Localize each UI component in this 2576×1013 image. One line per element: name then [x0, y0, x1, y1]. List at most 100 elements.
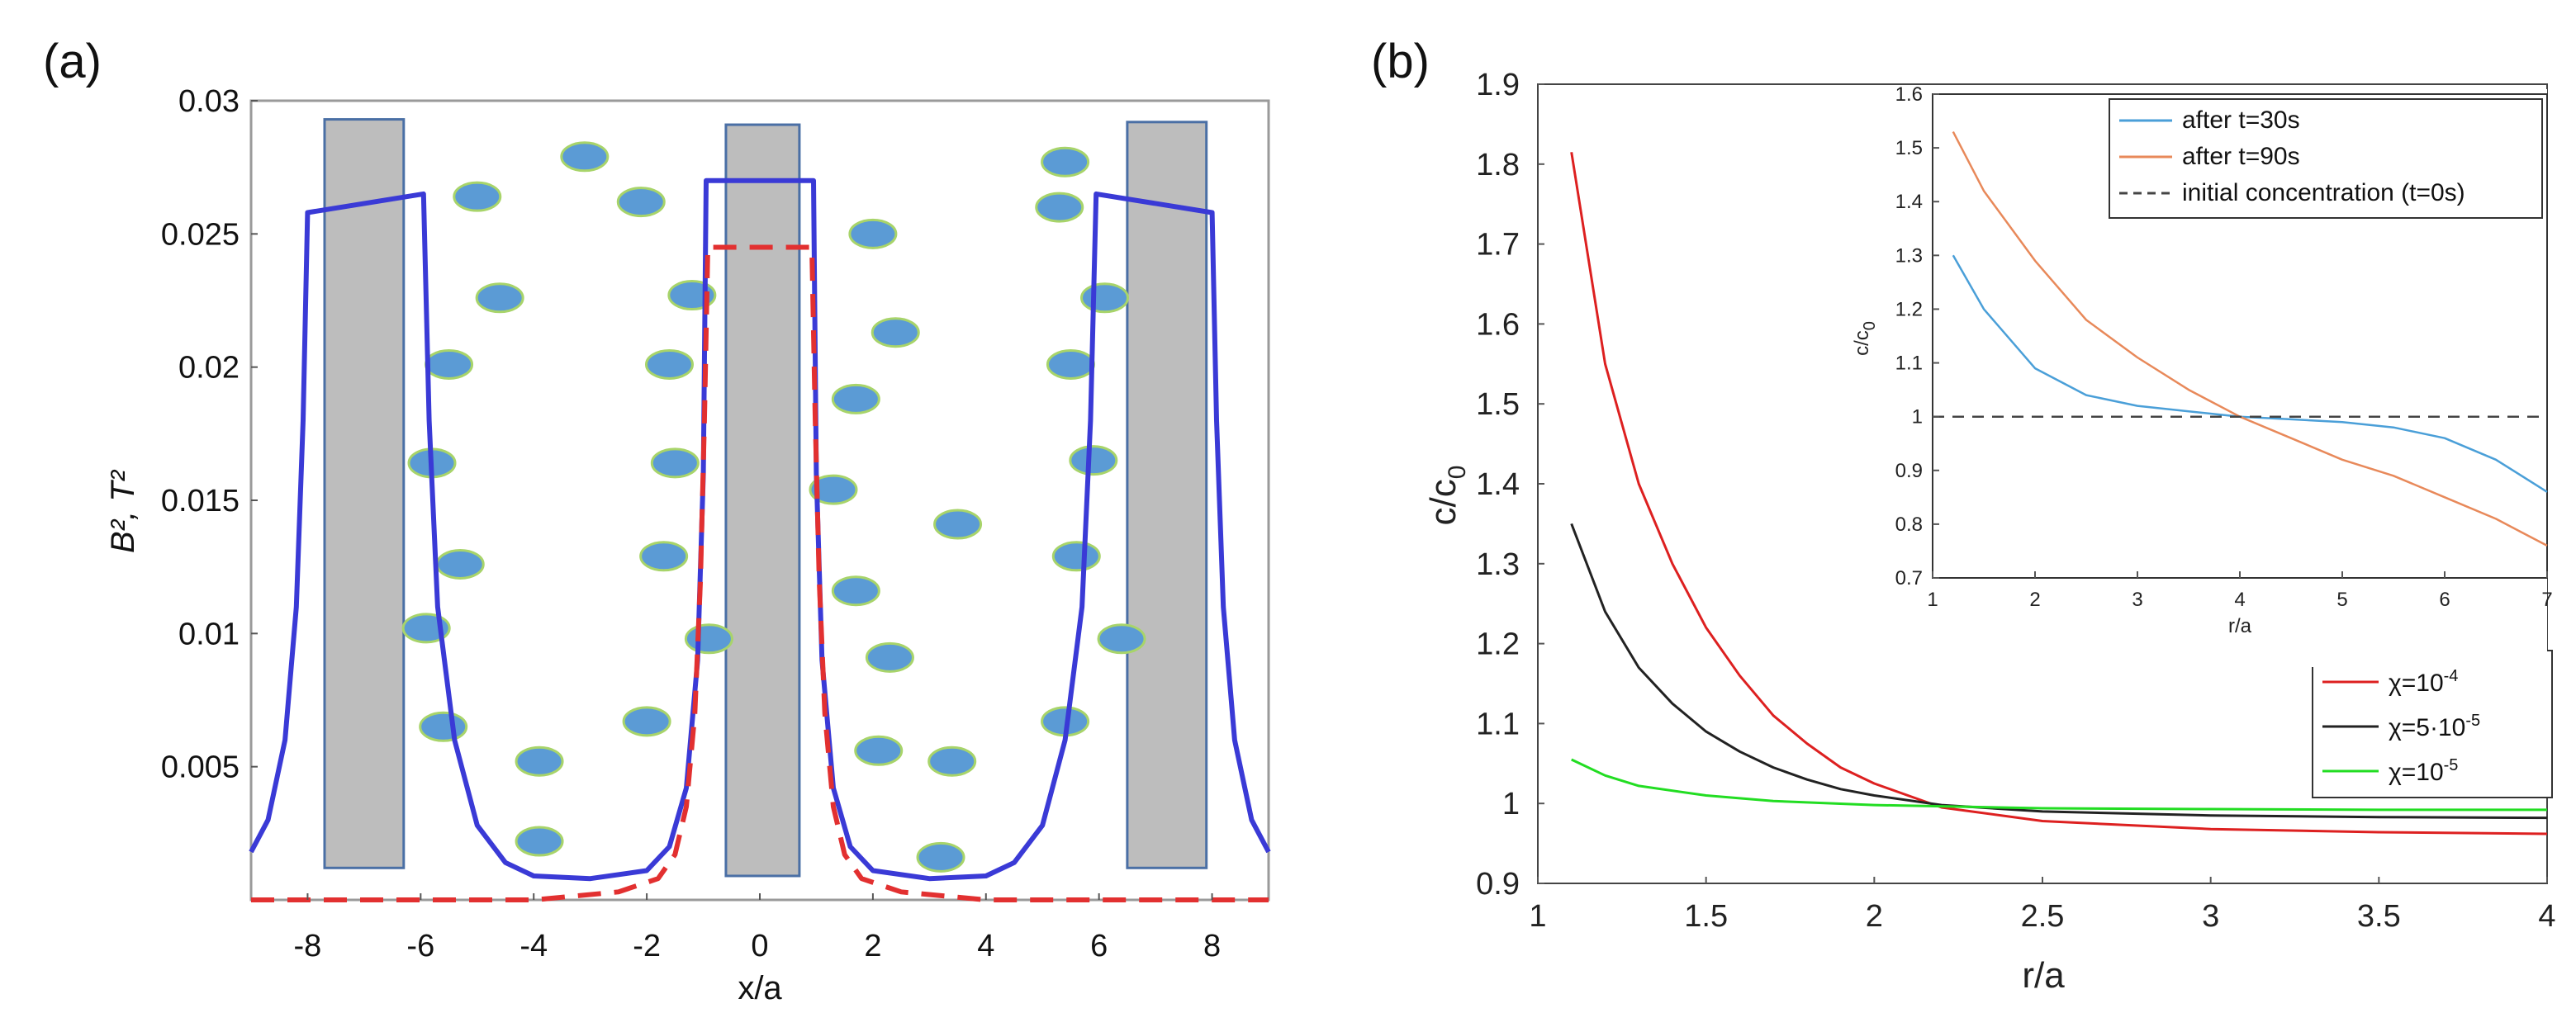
- chart-b-legend-label: χ=5·10-5: [2389, 712, 2480, 741]
- chart-a-xtick-label: 2: [864, 929, 881, 963]
- inset-ytick-label: 0.7: [1895, 567, 1923, 589]
- chart-a-particle: [639, 541, 689, 572]
- inset-ytick-label: 1.2: [1895, 298, 1923, 320]
- chart-a-xtick-label: -6: [406, 929, 434, 963]
- chart-b-ytick-label: 1.5: [1476, 387, 1520, 422]
- chart-b-ytick-label: 1.9: [1476, 68, 1520, 102]
- chart-a-xtick-label: -2: [633, 929, 661, 963]
- chart-a-particle: [419, 711, 468, 742]
- inset-xtick-label: 7: [2541, 589, 2552, 611]
- chart-b-xtick-label: 1.5: [1684, 899, 1728, 934]
- inset-xtick-label: 5: [2336, 589, 2347, 611]
- chart-a-particle: [475, 282, 524, 314]
- chart-b-legend-label: χ=10-5: [2389, 756, 2458, 786]
- chart-a-xlabel: x/a: [738, 970, 782, 1006]
- chart-a-xtick-label: 8: [1203, 929, 1221, 963]
- chart-a-particle: [453, 181, 502, 212]
- chart-b-xlabel: r/a: [2022, 955, 2065, 996]
- chart-a-particle: [916, 841, 965, 873]
- chart-b-ytick-label: 1.3: [1476, 547, 1520, 582]
- chart-a-particle: [1046, 348, 1095, 380]
- chart-b-legend-box: [2312, 650, 2553, 798]
- chart-a-particle: [831, 575, 880, 607]
- inset-ytick-label: 1.6: [1895, 83, 1923, 106]
- chart-a: -8 -6 -4 -2 0 2 4 6 8 0.005 0.01 0.015 0.02 0.025 0.0…: [105, 84, 1271, 1006]
- chart-b-ytick-label: 0.9: [1476, 867, 1520, 902]
- chart-a-particle: [871, 317, 920, 348]
- inset-xtick-label: 6: [2439, 589, 2450, 611]
- chart-b-ytick-label: 1.1: [1476, 707, 1520, 741]
- inset-ytick-label: 0.9: [1895, 460, 1923, 482]
- panel-label-a: (a): [43, 35, 102, 88]
- chart-a-ytick-label: 0.03: [178, 84, 240, 119]
- chart-a-xtick-label: 6: [1090, 929, 1108, 963]
- chart-a-xtick-label: -8: [294, 929, 322, 963]
- inset-legend: after t=30s after t=90s initial concentrat…: [2109, 98, 2543, 219]
- chart-a-particle: [622, 706, 671, 737]
- inset-legend-label: after t=30s: [2182, 107, 2300, 134]
- chart-a-particle: [1069, 445, 1118, 476]
- inset-xtick-label: 3: [2132, 589, 2142, 611]
- chart-a-particle: [831, 383, 880, 414]
- chart-a-particle: [1080, 282, 1130, 314]
- chart-b-xtick-label: 1: [1529, 899, 1546, 934]
- chart-b-ytick-label: 1.7: [1476, 228, 1520, 263]
- chart-a-particle: [515, 746, 564, 777]
- chart-b-ytick-label: 1.4: [1476, 467, 1520, 502]
- chart-a-ytick-label: 0.025: [161, 217, 240, 252]
- inset-ytick-label: 1.1: [1895, 353, 1923, 375]
- chart-a-particle: [927, 746, 977, 777]
- inset-ytick-label: 1: [1912, 406, 1923, 428]
- chart-a-particle: [650, 447, 700, 479]
- chart-a-particle: [854, 735, 904, 766]
- chart-b-legend-label: χ=10-4: [2389, 667, 2458, 697]
- inset-ytick-label: 1.4: [1895, 191, 1923, 213]
- chart-b-xtick-label: 2.5: [2021, 899, 2065, 934]
- chart-a-particle: [1041, 146, 1090, 178]
- chart-a-xtick-label: 0: [751, 929, 768, 963]
- inset-xtick-label: 4: [2234, 589, 2245, 611]
- chart-a-xtick-label: -4: [519, 929, 548, 963]
- chart-b-legend: χ=10-4 χ=5·10-5 χ=10-5: [2312, 650, 2553, 798]
- chart-b-xtick-label: 3: [2202, 899, 2219, 934]
- chart-a-ytick-label: 0.01: [178, 617, 240, 651]
- inset-xlabel: r/a: [2228, 615, 2252, 637]
- inset-ylabel: c/c0: [1851, 321, 1879, 356]
- chart-a-particle: [560, 141, 610, 173]
- chart-b-ylabel: c/c0: [1423, 466, 1471, 526]
- chart-b-ytick-label: 1: [1502, 787, 1520, 821]
- inset-legend-label: initial concentration (t=0s): [2182, 179, 2465, 206]
- inset-ytick-label: 1.5: [1895, 137, 1923, 159]
- chart-a-particle: [684, 623, 733, 655]
- chart-b-ytick-label: 1.6: [1476, 307, 1520, 342]
- chart-a-particle: [425, 348, 474, 380]
- chart-a-particle: [515, 826, 564, 857]
- chart-a-series-1: [251, 244, 1269, 902]
- chart-a-particle: [644, 348, 694, 380]
- chart-a-particle: [848, 218, 898, 249]
- chart-a-particle: [435, 548, 485, 580]
- chart-a-series-0: [249, 178, 1271, 882]
- chart-a-ytick-label: 0.005: [161, 750, 240, 785]
- chart-a-rectangle: [323, 118, 406, 869]
- inset-ytick-label: 0.8: [1895, 514, 1923, 536]
- chart-b-series-2: [1571, 758, 2547, 812]
- chart-b-ytick-label: 1.2: [1476, 627, 1520, 662]
- chart-a-xtick-label: 4: [977, 929, 994, 963]
- inset-legend-box: [2109, 98, 2543, 219]
- chart-a-particle: [616, 187, 666, 218]
- chart-a-particle: [1035, 192, 1084, 223]
- chart-a-particle: [933, 509, 983, 540]
- inset-xtick-label: 2: [2029, 589, 2040, 611]
- chart-a-particle: [809, 474, 858, 505]
- chart-b-xtick-label: 3.5: [2357, 899, 2401, 934]
- chart-a-particle: [865, 641, 914, 673]
- chart-b-inset: 1 2 3 4 5 6 7 0.7 0.8 0.9 1 1.1 1.2 1.3 1.4 1.5 1.6 r/a…: [1835, 83, 2553, 667]
- chart-b-series-0: [1570, 152, 2548, 835]
- chart-b-series-1: [1570, 523, 2548, 820]
- inset-legend-label: after t=90s: [2182, 143, 2300, 170]
- panel-label-b: (b): [1371, 35, 1430, 88]
- chart-a-ytick-label: 0.02: [178, 351, 240, 386]
- chart-b-ytick-label: 1.8: [1476, 148, 1520, 182]
